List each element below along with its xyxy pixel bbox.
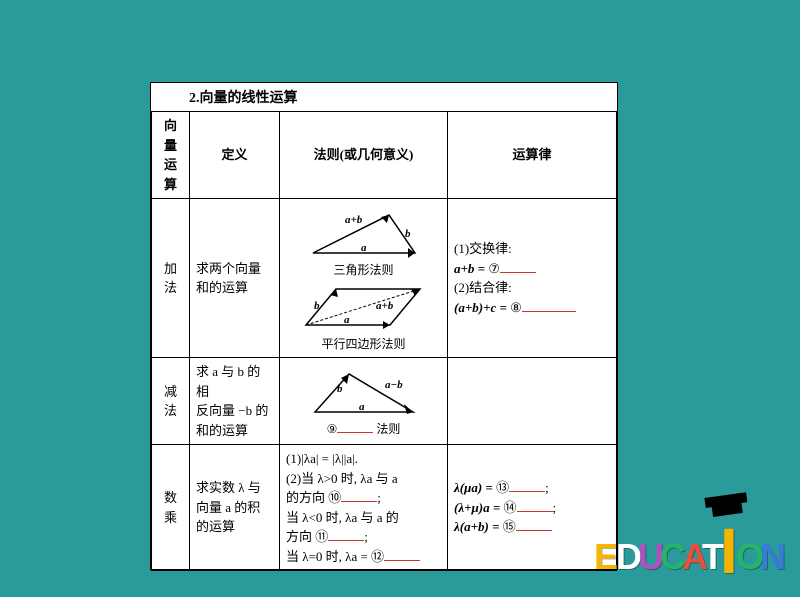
svg-text:b: b — [337, 383, 343, 395]
header-col0: 向量运算 — [152, 112, 190, 199]
row-subtraction: 减法 求 a 与 b 的相 反向量 −b 的 和的运算 b a−b a ⑨ 法则 — [152, 358, 617, 445]
table-header-row: 向量运算 定义 法则(或几何意义) 运算律 — [152, 112, 617, 199]
header-col2: 法则(或几何意义) — [280, 112, 448, 199]
triangle-rule-caption: 三角形法则 — [286, 261, 441, 279]
blank-14 — [517, 499, 553, 512]
op-name-mul: 数乘 — [152, 445, 190, 571]
row-scalar-mul: 数乘 求实数 λ 与向量 a 的积的运算 (1)|λa| = |λ||a|. (… — [152, 445, 617, 571]
law-associative-eq: (a+b)+c = ⑧ — [454, 298, 610, 318]
svg-text:a+b: a+b — [345, 214, 363, 226]
law-associative-label: (2)结合律: — [454, 278, 610, 298]
law-mul: λ(μa) = ⑬; (λ+μ)a = ⑭; λ(a+b) = ⑮ — [448, 445, 617, 571]
education-letter: U — [638, 539, 664, 575]
header-col3: 运算律 — [448, 112, 617, 199]
blank-13 — [509, 479, 545, 492]
law-sub-empty — [448, 358, 617, 445]
education-letter: T — [702, 539, 724, 575]
blank-7 — [500, 260, 536, 273]
sub-rule-caption: ⑨ 法则 — [286, 420, 441, 438]
law-commutative-eq: a+b = ⑦ — [454, 259, 610, 279]
def-sub: 求 a 与 b 的相 反向量 −b 的 和的运算 — [190, 358, 280, 445]
triangle-rule-diagram: a+b b a — [299, 203, 429, 261]
row-addition: 加法 求两个向量和的运算 a+b b a 三角形法则 — [152, 199, 617, 358]
parallelogram-rule-diagram: b a+b a — [294, 279, 434, 335]
education-letter: D — [616, 539, 642, 575]
blank-9 — [337, 421, 373, 433]
education-letter: O — [736, 539, 764, 575]
rule-sub: b a−b a ⑨ 法则 — [280, 358, 448, 445]
document-page: 2.向量的线性运算 向量运算 定义 法则(或几何意义) 运算律 加法 求两个向量… — [150, 82, 618, 570]
education-letter: A — [682, 539, 708, 575]
blank-15 — [516, 518, 552, 531]
education-letter: N — [760, 539, 786, 575]
parallelogram-rule-caption: 平行四边形法则 — [286, 335, 441, 353]
law-commutative-label: (1)交换律: — [454, 239, 610, 259]
blank-10 — [341, 489, 377, 502]
svg-text:b: b — [405, 228, 411, 240]
sub-triangle-diagram: b a−b a — [299, 364, 429, 420]
education-letter: C — [660, 539, 686, 575]
blank-8 — [522, 299, 576, 312]
svg-text:a: a — [344, 314, 350, 326]
education-decor: EDUCATION — [594, 467, 794, 587]
header-col1: 定义 — [190, 112, 280, 199]
svg-text:a: a — [361, 242, 367, 254]
svg-text:a−b: a−b — [385, 379, 403, 391]
section-title: 2.向量的线性运算 — [151, 83, 617, 111]
blank-12 — [384, 548, 420, 561]
def-mul: 求实数 λ 与向量 a 的积的运算 — [190, 445, 280, 571]
def-add: 求两个向量和的运算 — [190, 199, 280, 358]
education-letter: I — [720, 519, 738, 583]
svg-text:a+b: a+b — [376, 300, 394, 312]
rule-add: a+b b a 三角形法则 b a+b a 平行四边形法则 — [280, 199, 448, 358]
rule-mul: (1)|λa| = |λ||a|. (2)当 λ>0 时, λa 与 a 的方向… — [280, 445, 448, 571]
svg-text:b: b — [314, 300, 320, 312]
law-add: (1)交换律: a+b = ⑦ (2)结合律: (a+b)+c = ⑧ — [448, 199, 617, 358]
grad-cap-icon — [711, 499, 743, 517]
vector-ops-table: 向量运算 定义 法则(或几何意义) 运算律 加法 求两个向量和的运算 a+b b… — [151, 111, 617, 571]
blank-11 — [328, 528, 364, 541]
op-name-add: 加法 — [152, 199, 190, 358]
op-name-sub: 减法 — [152, 358, 190, 445]
svg-text:a: a — [359, 401, 365, 413]
